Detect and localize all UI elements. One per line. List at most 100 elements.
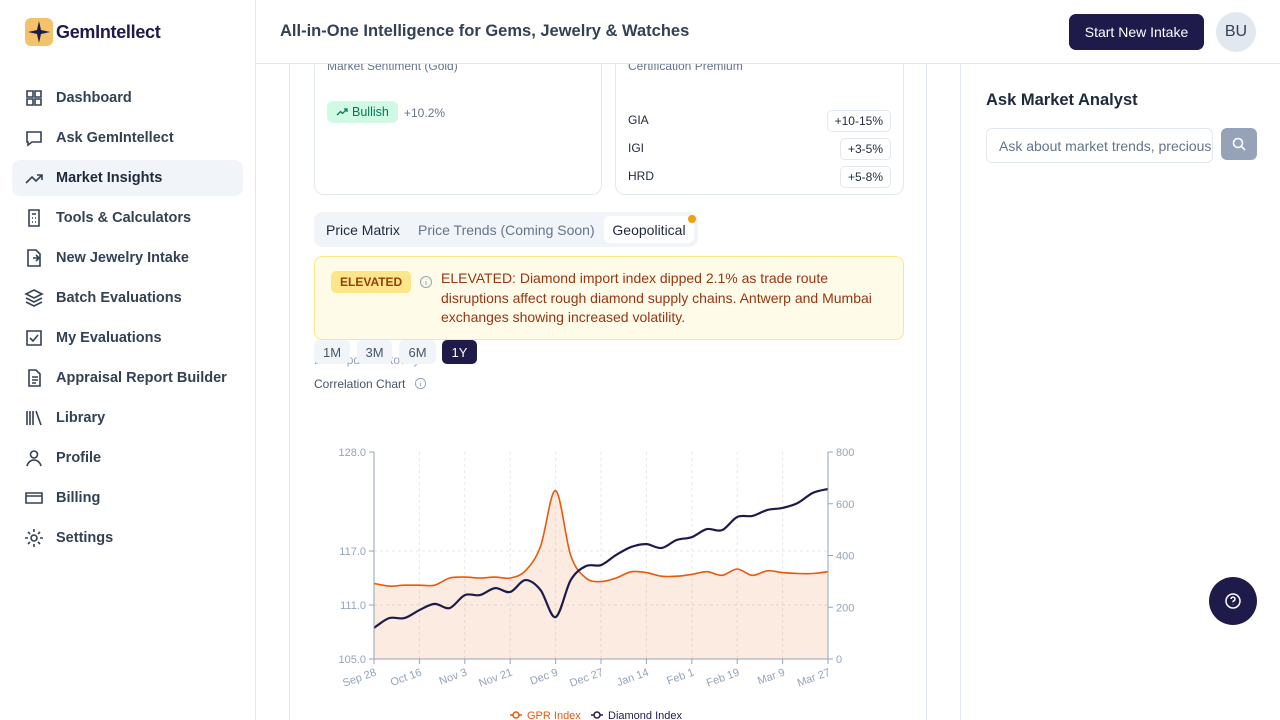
x-tick-label: Mar 27 xyxy=(796,667,832,690)
icon-path xyxy=(28,369,41,387)
nav-item[interactable]: My Evaluations xyxy=(12,320,243,356)
nav-icon xyxy=(25,529,43,547)
nav-label: New Jewelry Intake xyxy=(56,250,189,266)
icon-path xyxy=(28,209,40,227)
range-button[interactable]: 3M xyxy=(357,340,392,364)
icon-path xyxy=(26,410,42,426)
nav-item[interactable]: Tools & Calculators xyxy=(12,200,243,236)
y2-tick-label: 400 xyxy=(836,551,854,563)
y-tick-label: 117.0 xyxy=(339,546,366,558)
tab[interactable]: Price Matrix xyxy=(326,222,400,238)
analyst-input[interactable]: Ask about market trends, precious metals… xyxy=(986,128,1213,163)
icon-path xyxy=(26,90,42,106)
x-tick-label: Jan 14 xyxy=(615,667,650,690)
cert-name: GIA xyxy=(628,113,649,127)
avatar[interactable]: BU xyxy=(1216,12,1256,52)
nav-item[interactable]: Library xyxy=(12,400,243,436)
search-button[interactable] xyxy=(1221,128,1257,160)
legend-label: GPR Index xyxy=(527,710,581,720)
main-content: Market Sentiment (Gold) Bullish +10.2% C… xyxy=(256,64,960,720)
tab[interactable]: Price Trends (Coming Soon) xyxy=(418,222,595,238)
nav-icon xyxy=(25,492,43,504)
card-title: Market Sentiment (Gold) xyxy=(327,64,458,73)
nav-item[interactable]: Market Insights xyxy=(12,160,243,196)
icon-path xyxy=(27,249,41,267)
tab-bar: Price Matrix Price Trends (Coming Soon) … xyxy=(314,212,698,247)
nav-label: Tools & Calculators xyxy=(56,210,192,226)
chart-title: Correlation Chart xyxy=(314,377,406,391)
badge-text: Bullish xyxy=(352,105,389,119)
tab-dot xyxy=(688,215,696,223)
nav-item[interactable]: Settings xyxy=(12,520,243,556)
nav-item[interactable]: Profile xyxy=(12,440,243,476)
y2-tick-label: 0 xyxy=(836,654,842,666)
sidebar: GemIntellect Dashboard Ask GemIntellect Ma… xyxy=(0,0,256,720)
nav-icon xyxy=(28,369,41,387)
start-intake-button[interactable]: Start New Intake xyxy=(1069,14,1204,50)
logo-icon xyxy=(25,18,53,46)
correlation-chart: 105.0 111.0 117.0 128.0 0 200 400 600 800 Sep 28 O… xyxy=(338,447,854,720)
x-tick-label: Feb 19 xyxy=(705,667,741,690)
icon-path xyxy=(25,529,43,547)
nav-icon xyxy=(26,90,42,106)
nav-item[interactable]: Appraisal Report Builder xyxy=(12,360,243,396)
icon-path xyxy=(25,492,43,504)
legend-icon xyxy=(512,711,520,719)
nav-item[interactable]: New Jewelry Intake xyxy=(12,240,243,276)
nav-icon xyxy=(28,209,40,227)
x-tick-label: Nov 21 xyxy=(477,667,514,690)
nav-item[interactable]: Billing xyxy=(12,480,243,516)
header: All-in-One Intelligence for Gems, Jewelr… xyxy=(256,0,1280,64)
analyst-panel: Ask Market Analyst Ask about market tren… xyxy=(960,64,1280,720)
y2-tick-label: 800 xyxy=(836,447,854,459)
area xyxy=(374,490,828,659)
range-button[interactable]: 6M xyxy=(399,340,436,364)
nav-item[interactable]: Ask GemIntellect xyxy=(12,120,243,156)
alert-text: ELEVATED: Diamond import index dipped 2.… xyxy=(441,270,872,325)
tab-active[interactable]: Geopolitical xyxy=(604,216,694,243)
info-icon xyxy=(414,377,427,390)
line xyxy=(373,489,829,587)
nav-icon xyxy=(26,330,42,346)
x-tick-label: Feb 1 xyxy=(665,667,696,688)
icon-path xyxy=(26,131,42,147)
cert-premium: +10-15% xyxy=(826,110,891,132)
y2-tick-label: 600 xyxy=(836,499,854,511)
x-tick-label: Nov 3 xyxy=(438,667,469,688)
y2-tick-label: 200 xyxy=(836,602,854,614)
help-icon xyxy=(1225,593,1241,609)
trend-icon xyxy=(336,108,348,116)
sentiment-change: +10.2% xyxy=(404,106,446,120)
info-icon xyxy=(420,276,432,288)
line xyxy=(373,487,829,629)
alert-badge: ELEVATED xyxy=(331,271,412,293)
nav-icon xyxy=(26,410,42,426)
nav-label: My Evaluations xyxy=(56,330,162,346)
nav-label: Appraisal Report Builder xyxy=(56,370,227,386)
cert-name: IGI xyxy=(628,141,645,155)
bullish-badge: Bullish xyxy=(327,101,398,123)
help-button[interactable] xyxy=(1209,577,1257,625)
sentiment-card: Market Sentiment (Gold) Bullish +10.2% xyxy=(314,64,602,195)
nav-item[interactable]: Dashboard xyxy=(12,80,243,116)
insights-panel: Market Sentiment (Gold) Bullish +10.2% C… xyxy=(289,64,927,720)
icon-path xyxy=(24,289,44,307)
cert-premium: +5-8% xyxy=(839,166,891,188)
nav-label: Ask GemIntellect xyxy=(56,130,174,146)
certification-card: Certification Premium GIA +10-15% IGI +3-5%… xyxy=(615,64,904,195)
nav-item[interactable]: Batch Evaluations xyxy=(12,280,243,316)
y-tick-label: 105.0 xyxy=(338,654,366,666)
x-tick-label: Dec 27 xyxy=(568,667,605,690)
header-title: All-in-One Intelligence for Gems, Jewelr… xyxy=(280,22,690,40)
icon-path xyxy=(26,330,42,346)
brand: GemIntellect xyxy=(56,22,161,42)
nav-label: Settings xyxy=(56,530,114,546)
range-button-active[interactable]: 1Y xyxy=(442,340,477,364)
y-tick-label: 128.0 xyxy=(338,447,366,459)
card-title: Certification Premium xyxy=(628,64,743,73)
nav-label: Profile xyxy=(56,450,102,466)
range-button[interactable]: 1M xyxy=(314,340,350,364)
nav-icon xyxy=(27,249,41,267)
nav-icon xyxy=(24,289,44,307)
icon-path xyxy=(25,174,43,184)
